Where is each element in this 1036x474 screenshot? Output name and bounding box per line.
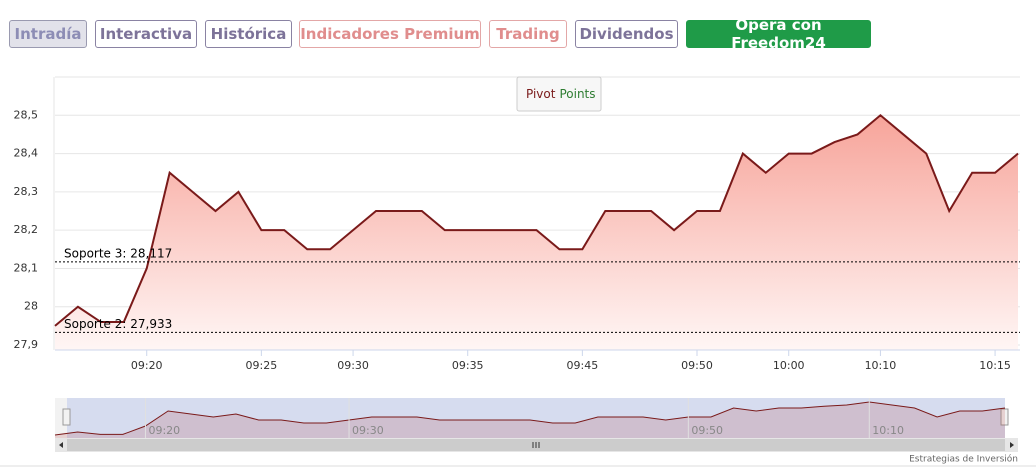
y-tick-label: 28,5 — [14, 108, 39, 121]
x-tick-label: 10:15 — [979, 359, 1011, 372]
y-tick-label: 28 — [24, 300, 38, 313]
footer: Estrategias de Inversión — [909, 454, 1018, 465]
navigator-line — [54, 401, 1006, 436]
support-label: Soporte 3: 28,117 — [64, 246, 172, 260]
line — [54, 113, 1019, 327]
area — [55, 115, 1018, 351]
scroll-grip — [532, 442, 540, 448]
tab[interactable]: Dividendos — [575, 20, 678, 48]
navigator-label: 10:10 — [872, 424, 904, 437]
y-tick-label: 28,3 — [14, 185, 39, 198]
navigator-handle[interactable] — [62, 408, 71, 426]
x-tick-label: 09:35 — [452, 359, 484, 372]
tab[interactable]: Interactiva — [95, 20, 197, 48]
y-tick-label: 27,9 — [14, 338, 39, 351]
legend-part: Points — [559, 87, 595, 101]
navigator-label: 09:20 — [148, 424, 180, 437]
tab[interactable]: Opera con Freedom24 — [686, 16, 871, 52]
x-tick-label: 10:00 — [773, 359, 805, 372]
legend-box[interactable] — [516, 76, 602, 112]
x-tick-label: 09:50 — [681, 359, 713, 372]
navigator-label: 09:50 — [691, 424, 723, 437]
x-tick-label: 09:20 — [131, 359, 163, 372]
navigator-label: 09:30 — [352, 424, 384, 437]
tab[interactable]: Intradía — [9, 20, 87, 48]
legend: Pivot Points — [526, 87, 596, 101]
tab[interactable]: Trading — [489, 20, 567, 48]
y-tick-label: 28,4 — [14, 147, 39, 160]
navigator-handle[interactable] — [1000, 408, 1009, 426]
scroll-left[interactable] — [59, 442, 63, 448]
x-tick-label: 09:25 — [246, 359, 278, 372]
support-label: Soporte 2: 27,933 — [64, 317, 172, 331]
legend-part: Pivot — [526, 87, 556, 101]
tab[interactable]: Indicadores Premium — [299, 20, 481, 48]
x-tick-label: 09:45 — [567, 359, 599, 372]
x-tick-label: 09:30 — [337, 359, 369, 372]
tab[interactable]: Histórica — [205, 20, 292, 48]
x-tick-label: 10:10 — [865, 359, 897, 372]
y-tick-label: 28,1 — [14, 261, 39, 274]
y-tick-label: 28,2 — [14, 223, 39, 236]
scroll-right[interactable] — [1010, 442, 1014, 448]
